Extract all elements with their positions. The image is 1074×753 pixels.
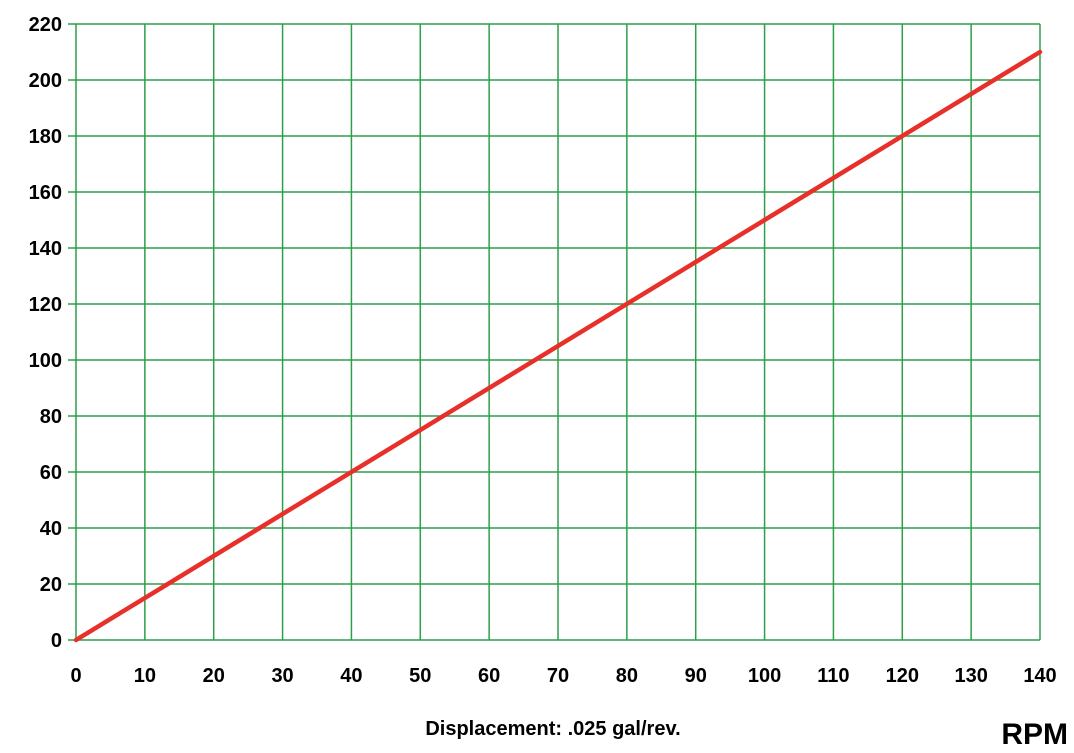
y-tick-label-20: 20 xyxy=(40,574,62,596)
x-tick-label-30: 30 xyxy=(271,665,293,687)
y-tick-label-200: 200 xyxy=(29,70,62,92)
x-axis-tick-labels: 0 10 20 30 40 50 60 70 80 90 100 110 120 130 140 xyxy=(70,665,1056,687)
x-tick-label-20: 20 xyxy=(203,665,225,687)
series-line-0 xyxy=(73,49,1043,643)
x-tick-label-10: 10 xyxy=(134,665,156,687)
y-tick-label-40: 40 xyxy=(40,518,62,540)
displacement-note: Displacement: .025 gal/rev. xyxy=(425,718,680,740)
x-tick-label-60: 60 xyxy=(478,665,500,687)
y-tick-label-180: 180 xyxy=(29,126,62,148)
x-tick-label-110: 110 xyxy=(817,665,849,687)
y-tick-label-60: 60 xyxy=(40,462,62,484)
y-tick-label-160: 160 xyxy=(29,182,62,204)
y-tick-label-80: 80 xyxy=(40,406,62,428)
y-tick-label-0: 0 xyxy=(51,630,62,652)
series-layer xyxy=(73,49,1043,643)
y-tick-label-120: 120 xyxy=(29,294,62,316)
vertical-gridlines xyxy=(75,24,1041,640)
y-tick-label-220: 220 xyxy=(29,14,62,36)
x-tick-label-40: 40 xyxy=(340,665,362,687)
x-tick-label-50: 50 xyxy=(409,665,431,687)
horizontal-gridlines xyxy=(68,23,1040,641)
y-axis-tick-labels: 0 20 40 60 80 100 120 140 160 180 200 220 xyxy=(29,14,62,652)
x-tick-label-0: 0 xyxy=(70,665,81,687)
x-tick-label-90: 90 xyxy=(685,665,707,687)
x-axis-title: RPM xyxy=(1001,718,1068,751)
x-tick-label-140: 140 xyxy=(1023,665,1056,687)
x-tick-label-100: 100 xyxy=(748,665,781,687)
x-tick-label-80: 80 xyxy=(616,665,638,687)
x-tick-label-70: 70 xyxy=(547,665,569,687)
y-tick-label-100: 100 xyxy=(29,350,62,372)
x-tick-label-120: 120 xyxy=(886,665,919,687)
y-tick-label-140: 140 xyxy=(29,238,62,260)
x-tick-label-130: 130 xyxy=(954,665,987,687)
